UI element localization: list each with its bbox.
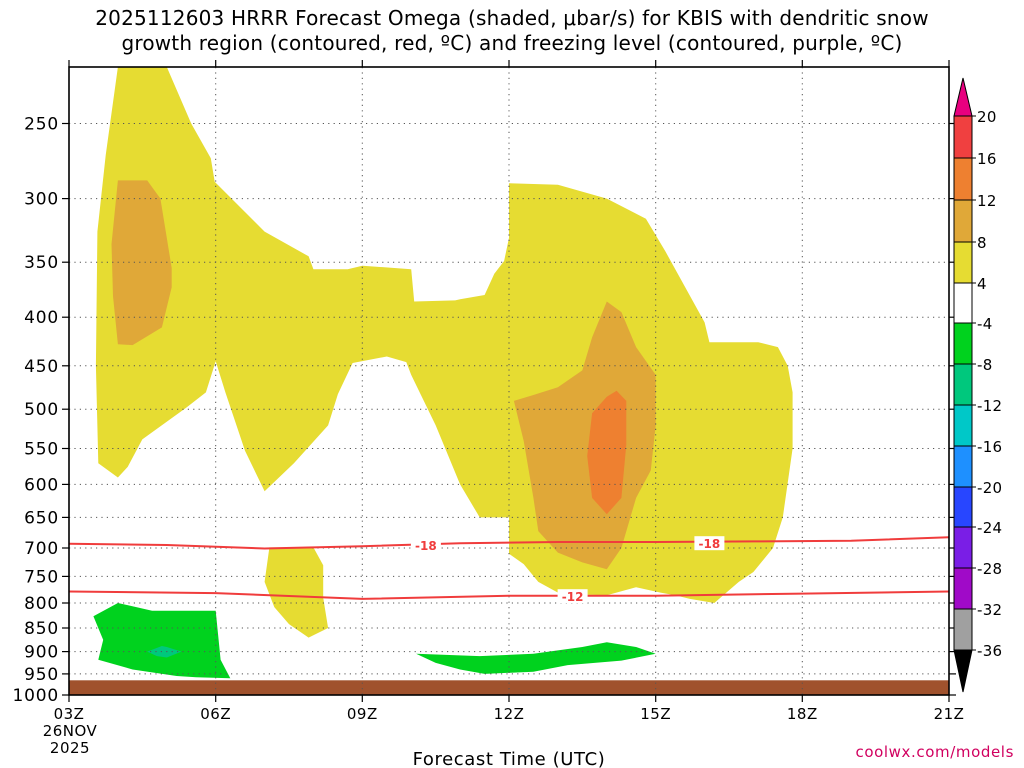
y-tick-label-350: 350 (24, 253, 59, 273)
x-tick-label-03Z: 03Z (54, 705, 85, 723)
colorbar-label-10: -20 (977, 479, 1002, 497)
colorbar-segment-1 (953, 115, 973, 159)
contour-label-3: -12 (562, 590, 584, 604)
colorbar-segment-4 (953, 241, 973, 284)
dgz-contours: -18 -18 -12 (69, 536, 949, 604)
colorbar-label-3: 12 (977, 192, 997, 210)
colorbar-segment-11 (953, 526, 973, 569)
title-line-1: 2025112603 HRRR Forecast Omega (shaded, … (95, 6, 929, 30)
colorbar-bottom-arrow (953, 649, 973, 693)
colorbar-label-7: -8 (977, 356, 993, 374)
dgz-contour-minus18 (69, 536, 949, 550)
surface-terrain (69, 680, 949, 695)
x-date-label-1: 26NOV (43, 722, 98, 740)
y-tick-label-600: 600 (24, 475, 59, 495)
colorbar-label-4: 8 (977, 234, 987, 252)
y-tick-label-1000: 1000 (13, 686, 59, 706)
y-tick-label-500: 500 (24, 400, 59, 420)
y-tick-label-850: 850 (24, 619, 59, 639)
y-tick-label-750: 750 (24, 567, 59, 587)
colorbar-label-8: -12 (977, 397, 1002, 415)
colorbar-segment-6 (953, 322, 973, 365)
omega-region-2 (111, 180, 172, 346)
title-line-2: growth region (contoured, red, ºC) and f… (121, 31, 903, 55)
colorbar: 20 16 12 8 4 -4 -8 -12 -16 -20 -24 -28 -32 -36 (953, 77, 1002, 693)
y-tick-label-900: 900 (24, 643, 59, 663)
x-tick-label-09Z: 09Z (347, 705, 378, 723)
colorbar-label-13: -32 (977, 601, 1002, 619)
colorbar-segment-2 (953, 157, 973, 201)
y-tick-label-250: 250 (24, 115, 59, 135)
watermark: coolwx.com/models (855, 743, 1014, 761)
colorbar-label-14: -36 (977, 642, 1002, 660)
contour-label-bg-3 (557, 589, 588, 604)
y-tick-label-800: 800 (24, 594, 59, 614)
y-tick-label-700: 700 (24, 539, 59, 559)
contour-label-bg-1 (410, 538, 441, 552)
colorbar-segment-3 (953, 199, 973, 243)
colorbar-segment-10 (953, 486, 973, 528)
contour-label-2: -18 (699, 537, 721, 551)
colorbar-segment-8 (953, 404, 973, 447)
colorbar-segment-12 (953, 567, 973, 610)
y-tick-label-400: 400 (24, 308, 59, 328)
x-tick-label-12Z: 12Z (494, 705, 525, 723)
colorbar-label-9: -16 (977, 438, 1002, 456)
colorbar-segment-7 (953, 363, 973, 406)
dgz-contour-minus12 (69, 590, 949, 600)
omega-region-6 (93, 603, 231, 679)
x-tick-label-15Z: 15Z (640, 705, 671, 723)
contour-label-1: -18 (415, 539, 437, 553)
omega-region-1 (95, 67, 793, 603)
colorbar-label-5: 4 (977, 275, 987, 293)
colorbar-segment-13 (953, 608, 973, 651)
x-axis-label: Forecast Time (UTC) (413, 749, 606, 768)
omega-region-7 (147, 646, 182, 658)
y-axis-ticks: 250 300 350 400 450 500 550 600 650 700 750 800 850 9… (13, 115, 956, 706)
colorbar-label-6: -4 (977, 315, 993, 333)
x-tick-label-06Z: 06Z (200, 705, 231, 723)
colorbar-segment-9 (953, 445, 973, 488)
contour-label-bg-2 (694, 536, 725, 551)
omega-region-4 (587, 390, 627, 515)
y-tick-label-650: 650 (24, 508, 59, 528)
x-tick-label-21Z: 21Z (934, 705, 965, 723)
omega-region-3 (513, 301, 656, 570)
grid-lines (69, 67, 949, 695)
y-tick-label-300: 300 (24, 190, 59, 210)
chart-title: 2025112603 HRRR Forecast Omega (shaded, … (0, 6, 1024, 56)
omega-region-8 (416, 642, 656, 674)
colorbar-top-arrow (953, 77, 973, 117)
colorbar-label-11: -24 (977, 519, 1002, 537)
y-tick-label-950: 950 (24, 665, 59, 685)
y-tick-label-550: 550 (24, 440, 59, 460)
omega-shading (93, 67, 793, 679)
surface-band (69, 680, 949, 695)
x-tick-label-18Z: 18Z (787, 705, 818, 723)
colorbar-label-12: -28 (977, 560, 1002, 578)
colorbar-label-1: 20 (977, 108, 997, 126)
colorbar-label-2: 16 (977, 150, 997, 168)
x-date-label-2: 2025 (50, 739, 90, 757)
y-tick-label-450: 450 (24, 357, 59, 377)
omega-region-5 (264, 547, 329, 638)
colorbar-segment-5 (953, 282, 973, 324)
